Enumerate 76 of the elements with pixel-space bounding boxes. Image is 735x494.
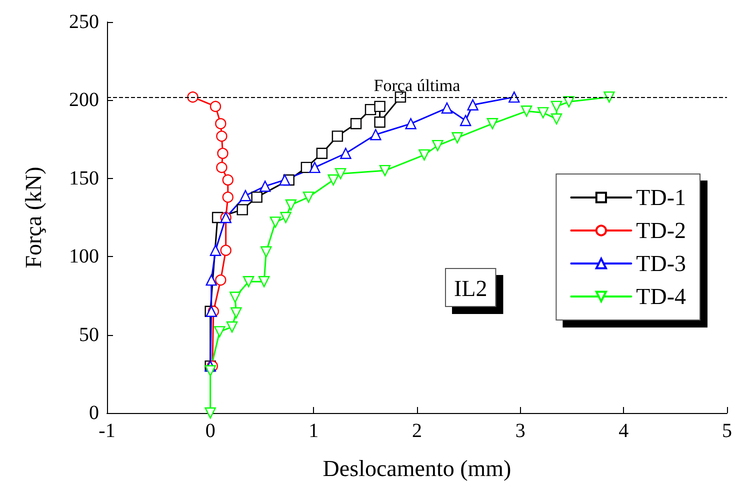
point bbox=[222, 174, 234, 186]
y-tick-label: 200 bbox=[69, 89, 99, 112]
legend-label: TD-3 bbox=[636, 251, 686, 276]
x-tick-label: 2 bbox=[412, 420, 422, 442]
point bbox=[260, 246, 272, 258]
point bbox=[460, 114, 472, 126]
point bbox=[350, 118, 362, 130]
point bbox=[452, 132, 463, 144]
y-tick-label: 0 bbox=[89, 402, 99, 424]
legend-label: TD-2 bbox=[636, 218, 686, 243]
point bbox=[328, 174, 339, 186]
x-tick-label: 3 bbox=[515, 420, 526, 442]
point bbox=[214, 326, 226, 338]
point bbox=[432, 140, 444, 152]
point bbox=[604, 91, 615, 103]
point bbox=[441, 102, 453, 114]
y-tick-label: 100 bbox=[69, 246, 99, 268]
point bbox=[332, 130, 344, 142]
point bbox=[206, 274, 217, 286]
point bbox=[309, 162, 320, 174]
point bbox=[242, 276, 254, 288]
point bbox=[280, 212, 292, 224]
y-tick-label: 250 bbox=[69, 11, 99, 33]
point bbox=[258, 276, 270, 288]
point bbox=[240, 190, 252, 202]
point bbox=[251, 192, 262, 203]
point bbox=[226, 321, 238, 333]
point bbox=[210, 100, 222, 112]
point bbox=[418, 149, 430, 161]
point bbox=[216, 130, 228, 142]
point bbox=[374, 100, 386, 112]
point bbox=[230, 292, 241, 303]
point bbox=[230, 307, 242, 319]
point bbox=[236, 204, 248, 216]
point bbox=[217, 148, 228, 159]
point bbox=[550, 113, 562, 125]
point bbox=[215, 118, 226, 130]
x-tick-label: 5 bbox=[722, 420, 732, 442]
y-axis-title: Força (kN) bbox=[21, 166, 46, 268]
point bbox=[374, 116, 386, 128]
point bbox=[187, 91, 198, 103]
x-tick-label: 1 bbox=[308, 420, 319, 442]
point bbox=[222, 192, 234, 203]
y-tick-label: 150 bbox=[69, 167, 99, 190]
legend-label: TD-4 bbox=[636, 284, 686, 309]
point bbox=[550, 100, 562, 112]
x-tick-label: 0 bbox=[205, 420, 216, 442]
point bbox=[270, 216, 282, 228]
point bbox=[302, 192, 314, 203]
point bbox=[508, 91, 520, 103]
point bbox=[467, 99, 478, 110]
legend-label: TD-1 bbox=[636, 185, 686, 210]
x-axis-title: Deslocamento (mm) bbox=[322, 456, 512, 481]
point bbox=[285, 199, 297, 211]
point bbox=[204, 407, 216, 419]
point bbox=[379, 164, 391, 176]
point bbox=[486, 118, 498, 130]
y-tick-label: 50 bbox=[79, 324, 99, 346]
point bbox=[210, 244, 222, 256]
x-tick-label: -1 bbox=[98, 420, 116, 442]
point bbox=[334, 168, 346, 180]
point bbox=[520, 106, 532, 117]
point bbox=[279, 174, 290, 186]
point bbox=[537, 107, 549, 118]
ref-line-label: Força última bbox=[374, 76, 461, 96]
point bbox=[370, 129, 382, 140]
point bbox=[220, 244, 232, 256]
point bbox=[216, 162, 228, 174]
point bbox=[215, 274, 226, 286]
x-tick-label: 4 bbox=[618, 420, 629, 442]
point bbox=[316, 148, 328, 159]
point bbox=[405, 118, 416, 130]
point bbox=[340, 148, 352, 159]
point bbox=[204, 365, 216, 376]
point bbox=[260, 180, 271, 192]
annotation: IL2 bbox=[454, 276, 488, 301]
